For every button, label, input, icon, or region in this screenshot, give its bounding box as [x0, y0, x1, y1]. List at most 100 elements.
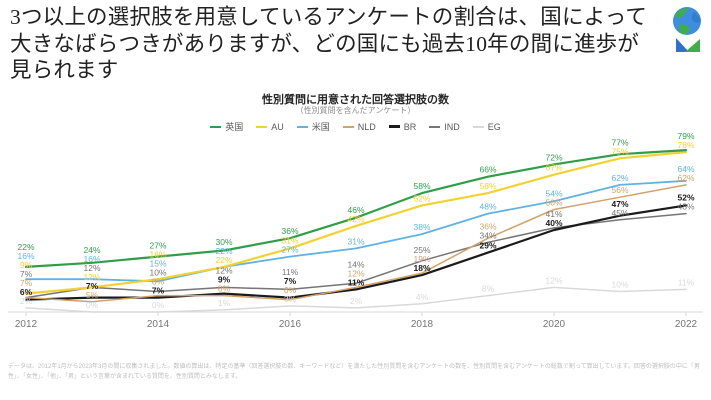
data-label-米国: 62%	[611, 173, 628, 183]
data-label-BR: 29%	[479, 241, 496, 251]
legend-swatch-BR	[388, 125, 400, 128]
data-label-IND: 45%	[611, 208, 628, 218]
data-label-EG: 3%	[284, 294, 297, 304]
data-label-AU: 67%	[545, 163, 562, 173]
data-label-AU: 22%	[215, 255, 232, 265]
legend-item-BR: BR	[388, 121, 417, 132]
data-label-BR: 11%	[348, 277, 365, 287]
data-label-英国: 77%	[611, 137, 628, 147]
data-label-米国: 48%	[479, 202, 496, 212]
data-label-BR: 7%	[284, 276, 297, 286]
x-tick-label: 2018	[411, 319, 434, 330]
data-label-AU: 12%	[83, 272, 100, 282]
legend-swatch-EG	[472, 125, 484, 128]
data-label-米国: 22%	[215, 246, 232, 256]
data-label-NLD: 19%	[413, 254, 430, 264]
data-label-EG: 1%	[218, 298, 231, 308]
data-label-IND: 41%	[545, 209, 562, 219]
data-label-NLD: 56%	[611, 185, 628, 195]
data-label-米国: 27%	[281, 245, 298, 255]
data-label-AU: 52%	[413, 193, 430, 203]
x-tick-label: 2022	[675, 319, 698, 330]
series-line-英国	[24, 149, 688, 268]
data-label-英国: 79%	[677, 131, 694, 141]
legend-label-AU: AU	[271, 121, 284, 132]
data-label-英国: 36%	[281, 226, 298, 236]
data-label-AU: 9%	[20, 260, 33, 270]
data-label-IND: 11%	[282, 267, 299, 277]
data-label-BR: 7%	[86, 281, 99, 291]
chart-subtitle: （性別質問を含んだアンケート）	[295, 106, 416, 115]
legend-item-英国: 英国	[210, 120, 243, 133]
data-label-米国: 64%	[677, 164, 694, 174]
data-label-米国: 16%	[17, 251, 34, 261]
legend-swatch-AU	[256, 125, 268, 128]
data-label-AU: 75%	[611, 146, 628, 156]
footnote: データは、2012年1月から2023年3月の間に収集されました。数値の算出は、特…	[8, 364, 700, 381]
series-line-EG	[25, 286, 687, 313]
data-label-英国: 22%	[17, 242, 34, 252]
data-label-BR: 6%	[20, 287, 33, 297]
data-label-IND: 14%	[347, 259, 364, 269]
data-label-AU: 42%	[347, 214, 364, 224]
data-label-米国: 31%	[347, 236, 364, 246]
data-label-BR: 7%	[152, 286, 165, 296]
legend-swatch-IND	[429, 125, 441, 128]
series-line-米国	[25, 179, 687, 283]
data-label-IND: 34%	[479, 230, 496, 240]
data-label-EG: 0%	[86, 300, 99, 310]
data-label-EG: 12%	[545, 275, 562, 285]
x-tick-label: 2020	[543, 319, 566, 330]
data-label-米国: 15%	[149, 259, 166, 269]
data-label-米国: 38%	[413, 222, 430, 232]
series-line-NLD	[25, 184, 687, 303]
legend-swatch-英国	[210, 125, 222, 128]
data-label-NLD: 8%	[218, 284, 231, 294]
x-tick-label: 2014	[147, 319, 170, 330]
legend-item-EG: EG	[472, 122, 501, 132]
data-label-EG: 10%	[611, 280, 628, 290]
data-label-BR: 40%	[545, 218, 562, 228]
legend-item-NLD: NLD	[342, 121, 376, 132]
data-label-IND: 25%	[413, 245, 430, 255]
legend-label-IND: IND	[444, 121, 460, 132]
legend-label-NLD: NLD	[357, 121, 376, 132]
data-label-NLD: 8%	[152, 277, 165, 287]
data-label-AU: 31%	[281, 236, 298, 246]
data-label-EG: 8%	[482, 284, 495, 294]
data-label-IND: 12%	[83, 263, 100, 273]
legend-swatch-米国	[296, 125, 308, 128]
x-tick-label: 2012	[15, 319, 38, 330]
data-label-IND: 12%	[215, 266, 232, 276]
data-label-英国: 58%	[413, 181, 430, 191]
legend-item-IND: IND	[429, 122, 460, 132]
series-line-AU	[24, 151, 688, 295]
legend-item-米国: 米国	[296, 120, 330, 133]
slide-title: 3つ以上の選択肢を用意しているアンケートの割合は、国によって 大きなばらつきがあ…	[10, 5, 648, 83]
data-label-AU: 58%	[479, 181, 496, 191]
legend-label-BR: BR	[403, 121, 417, 132]
data-label-英国: 27%	[149, 241, 166, 251]
data-label-NLD: 5%	[86, 290, 99, 300]
data-label-英国: 46%	[347, 205, 364, 215]
data-label-EG: 4%	[416, 292, 429, 302]
data-label-AU: 78%	[677, 140, 694, 150]
data-label-EG: 11%	[678, 277, 695, 287]
data-label-米国: 54%	[545, 189, 562, 199]
data-label-IND: 7%	[20, 269, 33, 279]
data-label-NLD: 6%	[284, 285, 297, 295]
data-label-英国: 66%	[479, 165, 496, 175]
legend-label-英国: 英国	[225, 122, 244, 132]
chart-title: 性別質問に用意された回答選択肢の数	[262, 94, 449, 106]
chart-legend: 英国 AU 米国 NLD BR IND EG	[0, 120, 711, 133]
triangle-pennant-logo-icon	[676, 38, 700, 52]
data-label-米国: 16%	[83, 254, 100, 264]
legend-swatch-NLD	[342, 125, 354, 128]
legend-item-AU: AU	[256, 122, 284, 132]
data-label-NLD: 7%	[20, 278, 33, 288]
data-label-BR: 18%	[413, 263, 430, 273]
globe-icon	[673, 7, 701, 35]
data-label-AU: 16%	[149, 250, 166, 260]
data-label-NLD: 62%	[677, 173, 694, 183]
